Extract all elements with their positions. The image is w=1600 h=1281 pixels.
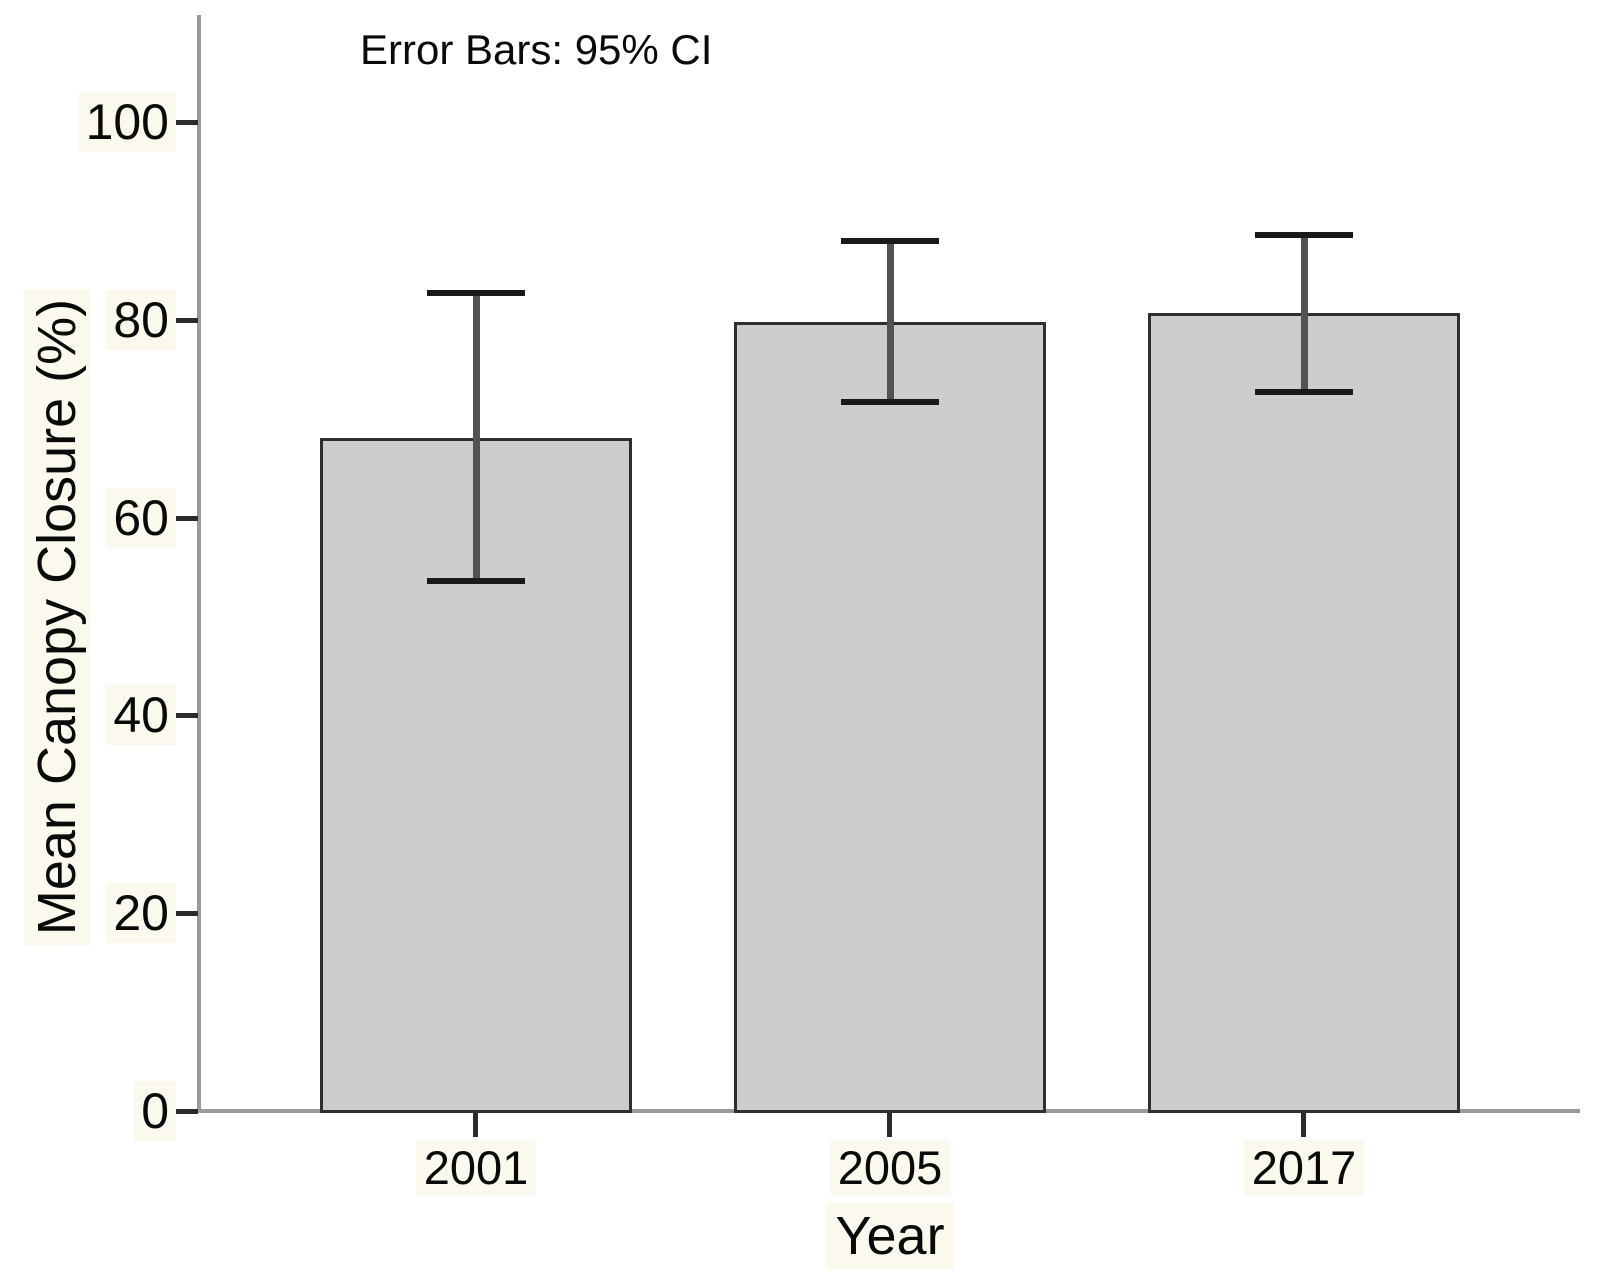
bar-2005: [734, 321, 1046, 1113]
x-tick-label-2001: 2001: [320, 1140, 632, 1200]
error-bar-line-2001: [473, 293, 480, 581]
y-tick-label-text: 100: [78, 92, 176, 152]
y-tick-mark: [174, 911, 198, 917]
bar-2017: [1148, 312, 1460, 1113]
error-bar-cap-top-2005: [841, 237, 939, 244]
x-tick-label-text: 2017: [1243, 1140, 1365, 1195]
error-bar-cap-bottom-2017: [1255, 388, 1353, 395]
x-tick-mark-2005: [887, 1113, 892, 1137]
error-bar-cap-bottom-2001: [427, 577, 525, 584]
x-tick-label-2005: 2005: [734, 1140, 1046, 1200]
x-axis-title: Year: [825, 1203, 955, 1269]
y-tick-mark: [174, 120, 198, 125]
y-tick-label-text: 40: [106, 685, 176, 746]
y-tick-label: 20: [8, 880, 176, 946]
x-tick-mark-2017: [1301, 1113, 1306, 1137]
x-tick-mark-2001: [473, 1113, 478, 1137]
y-tick-label-text: 20: [106, 883, 176, 944]
error-bar-cap-bottom-2005: [841, 398, 939, 405]
error-bars-annotation: Error Bars: 95% CI: [360, 26, 713, 73]
y-tick-label: 100: [8, 89, 176, 155]
y-tick-label: 0: [8, 1078, 176, 1144]
error-bar-cap-top-2001: [427, 290, 525, 297]
y-tick-mark: [174, 1109, 198, 1114]
y-tick-label: 40: [8, 682, 176, 748]
error-bar-cap-top-2017: [1255, 231, 1353, 238]
y-axis-line: [197, 15, 201, 1113]
y-axis-title: Mean Canopy Closure (%): [24, 288, 90, 946]
y-tick-label: 60: [8, 485, 176, 551]
error-bar-line-2017: [1301, 234, 1308, 392]
x-tick-label-2017: 2017: [1148, 1140, 1460, 1200]
y-tick-mark: [174, 317, 198, 323]
y-tick-label-text: 60: [106, 487, 176, 548]
y-tick-mark: [174, 713, 198, 719]
y-tick-label-text: 0: [134, 1081, 176, 1141]
y-tick-label-text: 80: [106, 289, 176, 350]
error-bar-line-2005: [887, 240, 894, 402]
x-tick-label-text: 2005: [829, 1140, 951, 1195]
y-tick-label: 80: [8, 287, 176, 353]
y-tick-mark: [174, 515, 198, 521]
x-tick-label-text: 2001: [415, 1140, 537, 1195]
